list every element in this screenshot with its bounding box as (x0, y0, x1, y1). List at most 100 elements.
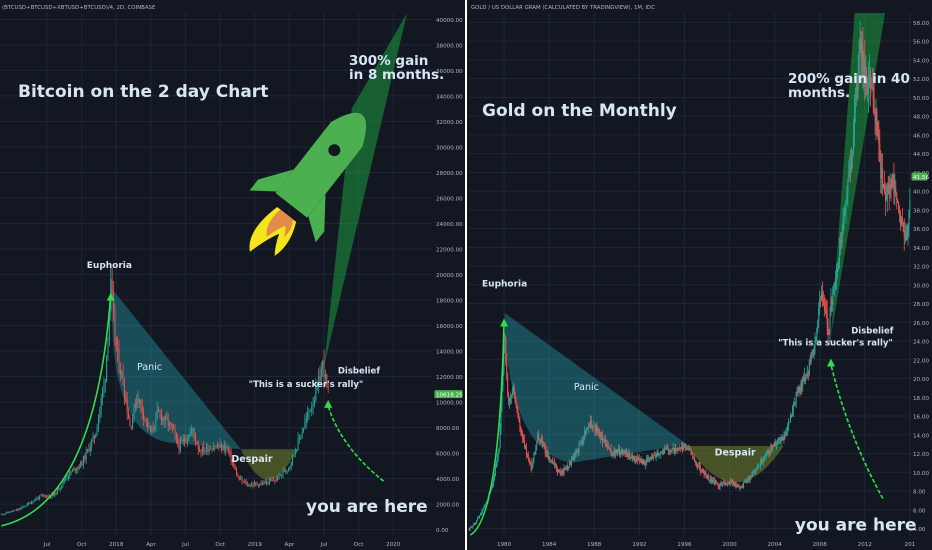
y-tick-label: 52.00 (913, 77, 929, 83)
candle-body (226, 447, 228, 449)
candle-body (769, 453, 771, 455)
candle-body (777, 439, 779, 444)
candle-body (649, 457, 651, 459)
candle-body (719, 485, 721, 488)
candle-body (66, 477, 68, 479)
candles (0, 267, 329, 516)
candle-body (242, 481, 244, 482)
y-tick-label: 10000.00 (436, 401, 463, 407)
candle-body (712, 479, 714, 481)
candle-body (327, 384, 329, 390)
candle-body (620, 449, 622, 452)
candle-body (102, 390, 104, 398)
y-tick-label: 18.00 (913, 396, 929, 402)
candle-body (659, 454, 661, 455)
candle-body (33, 499, 35, 503)
candle-body (82, 456, 84, 466)
candle-body (576, 450, 578, 453)
candle-body (750, 475, 752, 479)
candle-body (71, 469, 73, 472)
candle-body (595, 427, 597, 433)
candle-body (130, 426, 132, 428)
candle-body (553, 461, 555, 464)
candle-body (500, 406, 502, 429)
candle-body (789, 421, 791, 423)
bitcoin-chart-panel[interactable]: 0.00 2000.00 4000.00 6000.00 8000.00 10000.00… (0, 5, 463, 548)
candle-body (205, 446, 207, 451)
candle-body (883, 184, 885, 188)
candle-body (721, 483, 723, 485)
candle-body (778, 437, 780, 440)
candle-body (881, 168, 883, 179)
candle-body (14, 509, 16, 511)
candle-body (496, 457, 498, 462)
candle-body (898, 201, 900, 209)
candle-body (655, 456, 657, 458)
candle-body (594, 425, 596, 433)
candle-body (679, 448, 681, 449)
candle-body (185, 440, 187, 442)
candle-body (603, 439, 605, 442)
candle-body (484, 504, 486, 506)
candle-body (539, 438, 541, 440)
candle-body (574, 452, 576, 455)
candle-body (834, 282, 836, 289)
candle-body (564, 467, 566, 470)
x-tick-label: 1984 (542, 542, 557, 548)
candle-body (48, 495, 50, 497)
y-tick-label: 36.00 (913, 227, 929, 233)
candle-body (162, 417, 164, 421)
candle-body (470, 526, 472, 528)
candle-body (125, 396, 127, 400)
current-price-marker: 10618.25 (434, 390, 463, 399)
candle-body (739, 486, 741, 488)
gold-chart-panel[interactable]: 4.00 6.00 8.00 10.00 12.00 14.00 16.00 18.00 20.… (468, 5, 929, 548)
candle-body (283, 470, 285, 472)
price-marker-bg (434, 390, 463, 399)
candle-body (126, 399, 128, 413)
candle-body (527, 454, 529, 459)
candle-body (606, 444, 608, 447)
candle-body (147, 419, 149, 427)
candle-body (796, 391, 798, 393)
y-tick-label: 0.00 (436, 528, 449, 534)
candle-body (638, 458, 640, 461)
candle-body (195, 435, 197, 442)
candle-body (880, 161, 882, 179)
candle-body (132, 417, 134, 428)
candle-body (829, 314, 831, 335)
candle-body (190, 430, 192, 433)
candle-body (637, 457, 639, 459)
candle-body (525, 447, 527, 448)
candle-body (13, 510, 15, 512)
candle-body (818, 307, 820, 321)
candle-body (695, 461, 697, 463)
candle-body (702, 470, 704, 472)
candle-body (611, 454, 613, 456)
candle-body (734, 484, 736, 486)
candle-body (665, 447, 667, 449)
candle-body (87, 449, 89, 452)
candle-body (218, 447, 220, 448)
candle-body (664, 448, 666, 453)
candle-body (765, 455, 767, 456)
candle-body (738, 486, 740, 488)
candle-body (890, 184, 892, 189)
candle-body (524, 440, 526, 448)
candle-body (674, 447, 676, 453)
candle-body (692, 453, 694, 459)
candle-body (158, 409, 160, 411)
candle-body (256, 483, 258, 485)
candle-body (897, 200, 899, 202)
candle-body (471, 526, 473, 528)
candle-body (225, 447, 227, 451)
candle-body (808, 360, 810, 374)
candle-body (294, 451, 296, 455)
candle-body (37, 497, 39, 499)
candle-body (858, 49, 860, 73)
candle-body (846, 193, 848, 201)
candle-body (616, 449, 618, 454)
candle-body (693, 458, 695, 460)
candle-body (726, 483, 728, 484)
candle-body (873, 99, 875, 115)
